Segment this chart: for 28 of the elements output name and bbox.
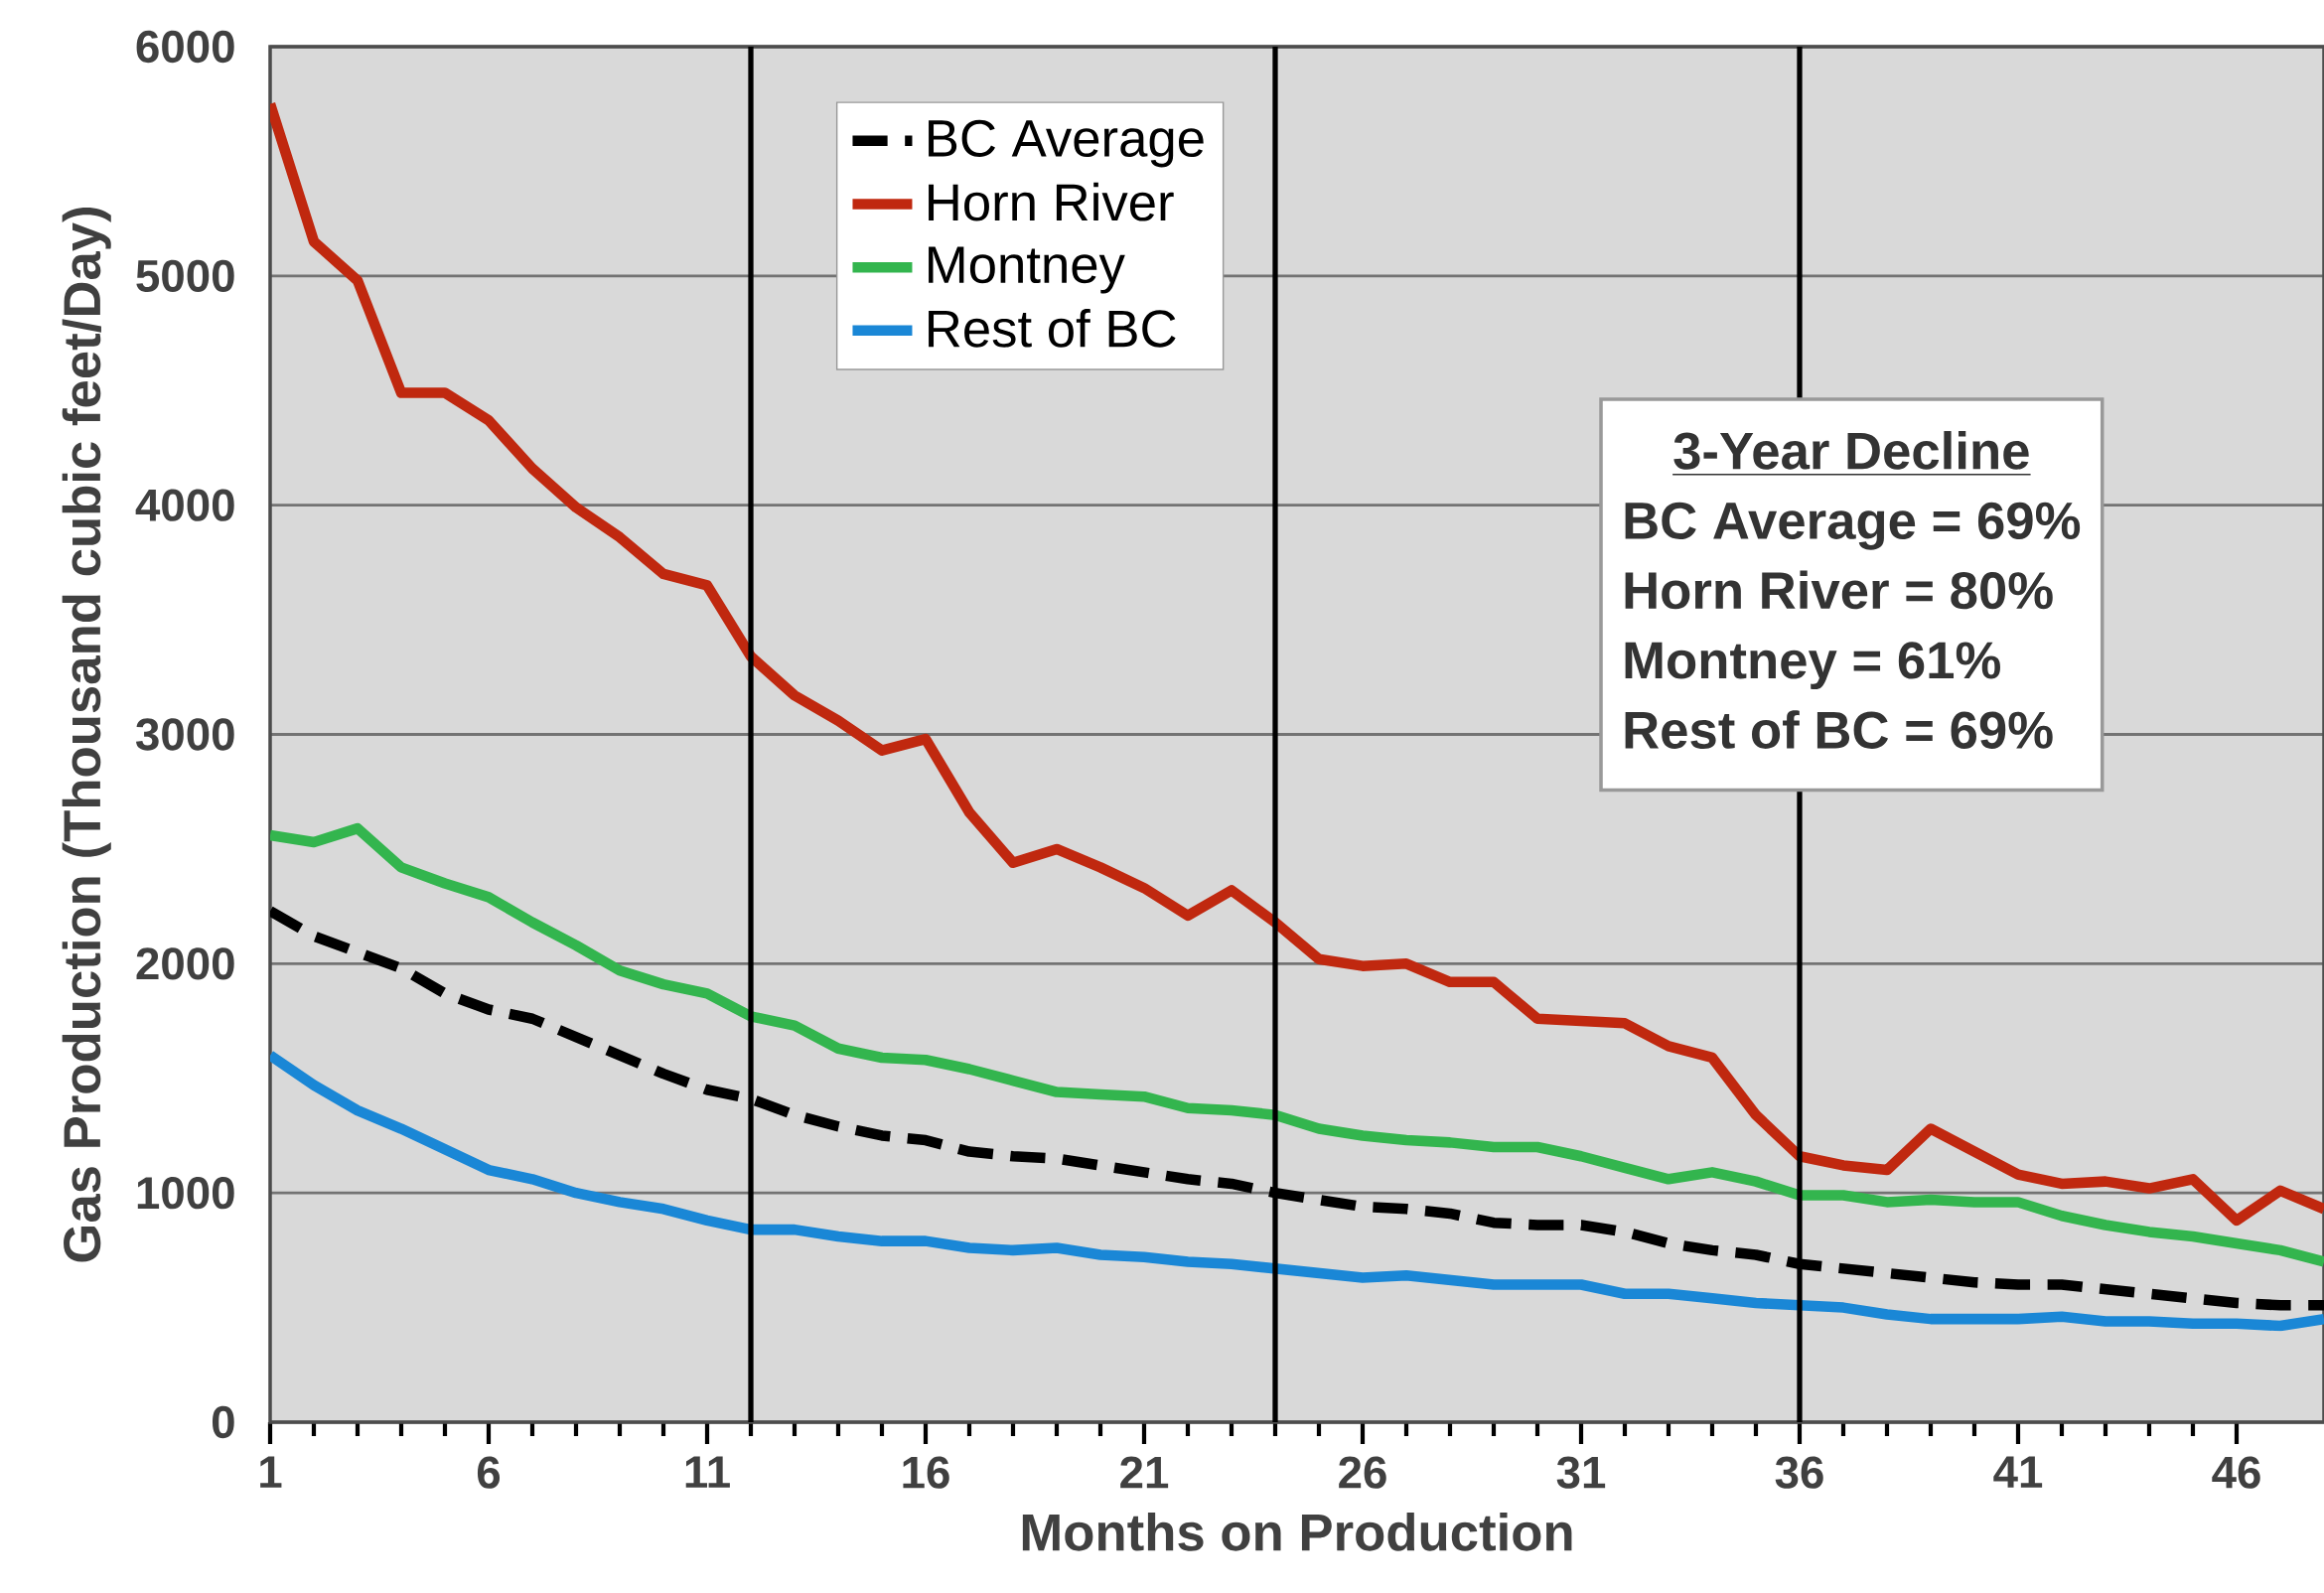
y-tick-label: 4000 <box>135 489 234 521</box>
annotation: Rest of BC = 69% <box>1625 710 2053 749</box>
legend-label: Rest of BC <box>929 309 1176 348</box>
x-tick-label: 16 <box>903 1456 949 1489</box>
x-tick-label: 31 <box>1556 1456 1606 1489</box>
x-tick-label: 6 <box>477 1456 501 1489</box>
x-tick-label: 26 <box>1339 1456 1386 1489</box>
y-tick-label: 1000 <box>137 1176 234 1210</box>
legend-label: BC Average <box>929 119 1204 168</box>
y-tick-label: 0 <box>212 1405 234 1439</box>
y-axis-title: Gas Production (Thousand cubic feet/Day) <box>62 207 111 1262</box>
y-tick-label: 2000 <box>136 947 234 980</box>
x-tick-label: 1 <box>260 1456 282 1488</box>
y-tick-label: 3000 <box>135 718 234 751</box>
annotation: Horn River = 80% <box>1625 570 2053 610</box>
legend-label: Horn River <box>929 182 1174 221</box>
y-tick-label: 5000 <box>136 259 234 292</box>
annotation: Montney = 61% <box>1625 642 2000 690</box>
annotation: 3-Year Decline <box>1673 431 2029 470</box>
x-tick-label: 46 <box>2212 1456 2260 1489</box>
x-tick-label: 41 <box>1993 1456 2043 1488</box>
annotation: BC Average = 69% <box>1625 502 2081 550</box>
x-axis-title: Months on Production <box>1022 1512 1572 1551</box>
x-tick-label: 21 <box>1120 1456 1169 1489</box>
y-tick-label: 6000 <box>136 30 234 64</box>
legend-label: Montney <box>929 246 1125 294</box>
x-tick-label: 36 <box>1775 1456 1823 1489</box>
x-tick-label: 11 <box>685 1456 730 1488</box>
